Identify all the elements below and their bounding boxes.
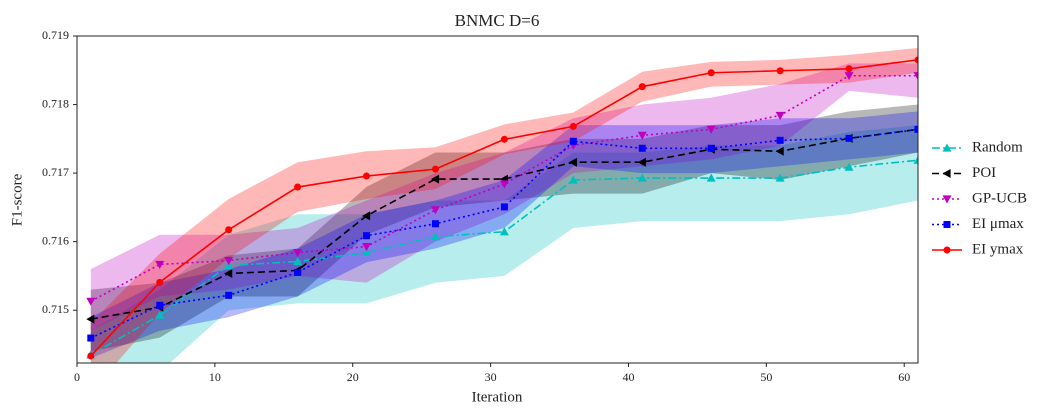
point xyxy=(362,248,372,257)
point xyxy=(775,173,785,182)
point xyxy=(431,165,439,173)
point xyxy=(224,256,234,266)
point xyxy=(499,180,509,189)
point xyxy=(430,232,440,241)
point xyxy=(293,248,303,258)
point xyxy=(363,172,371,180)
x-tick-label: 50 xyxy=(760,370,772,384)
point xyxy=(569,122,577,130)
point xyxy=(430,206,440,215)
confidence-band xyxy=(90,111,918,359)
point xyxy=(637,131,647,140)
point xyxy=(568,175,578,184)
point xyxy=(776,67,784,75)
legend-label: EI μmax xyxy=(972,216,1024,232)
point xyxy=(500,135,508,143)
y-tick-label: 0.718 xyxy=(42,96,69,110)
plot-frame xyxy=(76,35,919,364)
point xyxy=(706,125,716,134)
x-tick-label: 0 xyxy=(74,370,80,384)
x-tick-label: 60 xyxy=(898,370,910,384)
x-tick-label: 20 xyxy=(347,370,359,384)
legend-marker xyxy=(943,246,951,254)
point xyxy=(914,125,918,133)
point xyxy=(568,157,577,167)
y-tick-label: 0.719 xyxy=(42,28,69,42)
point xyxy=(294,183,302,191)
bands xyxy=(90,47,918,363)
point xyxy=(569,137,577,145)
x-axis-label: Iteration xyxy=(472,389,523,405)
point xyxy=(156,301,164,309)
legend-marker xyxy=(942,169,951,178)
legend-label: Random xyxy=(972,139,1023,155)
point xyxy=(224,261,234,270)
confidence-band xyxy=(90,47,918,363)
point xyxy=(707,69,715,77)
point xyxy=(363,232,371,240)
x-tick-label: 30 xyxy=(485,370,497,384)
point xyxy=(844,162,854,171)
point xyxy=(87,352,95,360)
legend-label: EI ymax xyxy=(972,241,1024,257)
point xyxy=(362,211,371,221)
point xyxy=(845,134,853,142)
point xyxy=(155,260,165,269)
point xyxy=(156,278,164,286)
legend-marker xyxy=(942,143,952,152)
point xyxy=(707,144,715,152)
legend-marker xyxy=(943,221,951,228)
point xyxy=(225,226,233,234)
point xyxy=(913,72,918,81)
point xyxy=(430,174,440,184)
y-tick-label: 0.715 xyxy=(42,302,69,316)
chart-title: BNMC D=6 xyxy=(455,11,540,30)
point xyxy=(87,334,95,342)
point xyxy=(86,314,95,324)
point xyxy=(776,136,784,144)
point xyxy=(913,155,918,164)
lines xyxy=(86,56,918,360)
point xyxy=(775,111,785,120)
point xyxy=(845,65,853,73)
legend-marker xyxy=(942,195,952,204)
x-tick-label: 40 xyxy=(622,370,634,384)
confidence-band xyxy=(90,104,918,352)
point xyxy=(775,146,784,156)
point xyxy=(638,83,646,91)
point xyxy=(844,72,854,81)
x-tick-label: 10 xyxy=(209,370,221,384)
point xyxy=(637,157,646,167)
confidence-band xyxy=(90,125,918,363)
point xyxy=(293,257,303,266)
point xyxy=(224,268,233,278)
point xyxy=(637,173,647,182)
point xyxy=(86,297,96,306)
point xyxy=(706,173,716,182)
point xyxy=(499,227,509,236)
point xyxy=(362,242,372,252)
y-tick-label: 0.716 xyxy=(42,233,69,247)
point xyxy=(914,56,918,64)
point xyxy=(155,310,165,319)
legend-label: GP-UCB xyxy=(972,190,1027,206)
point xyxy=(500,203,508,211)
point xyxy=(431,220,439,228)
y-tick-label: 0.717 xyxy=(42,165,69,179)
point xyxy=(638,144,646,152)
point xyxy=(225,291,233,299)
point xyxy=(294,268,302,276)
y-axis-label: F1-score xyxy=(9,173,25,226)
legend-label: POI xyxy=(972,165,996,181)
